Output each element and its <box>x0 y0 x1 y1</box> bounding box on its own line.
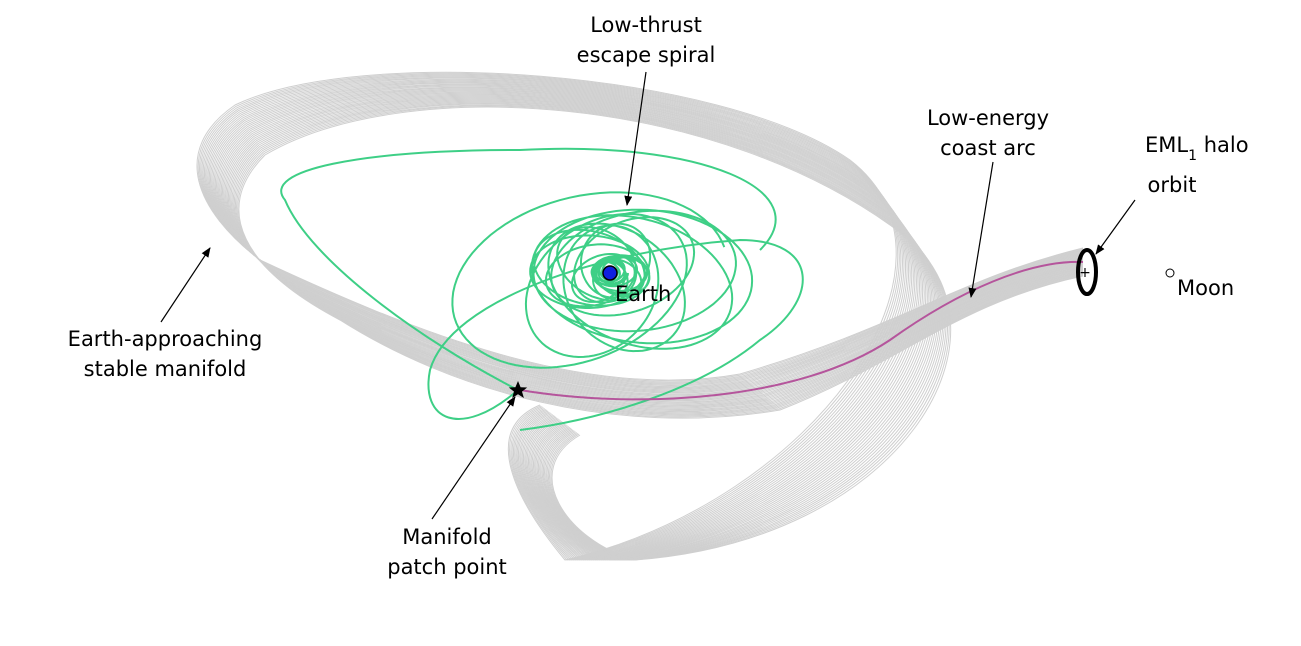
manifold-strand <box>217 88 1084 561</box>
manifold-strand <box>222 92 1084 561</box>
manifold-strand <box>231 100 1084 561</box>
manifold-strand <box>234 103 1084 561</box>
stable-manifold-tube <box>196 71 1084 561</box>
manifold-strand <box>232 101 1084 561</box>
manifold-strand <box>200 74 1084 561</box>
halo-arrow <box>1095 199 1136 255</box>
manifold-strand <box>201 75 1084 561</box>
manifold-strand <box>233 102 1084 561</box>
manifold-strand <box>220 91 1084 561</box>
manifold-strand <box>226 96 1084 561</box>
manifold-strand <box>216 87 1084 561</box>
patch-label-line2: patch point <box>387 555 507 579</box>
manifold-strand <box>212 84 1084 561</box>
manifold-strand <box>225 95 1084 561</box>
moon-label: Moon <box>1177 276 1234 300</box>
manifold-strand <box>213 85 1084 561</box>
manifold-strand <box>228 97 1084 561</box>
manifold-strand <box>236 104 1084 561</box>
manifold-label-line1: Earth-approaching <box>68 327 263 351</box>
halo-center-marker: + <box>1079 265 1091 281</box>
manifold-strand <box>208 81 1084 561</box>
manifold-strand <box>238 106 1084 561</box>
spiral-outer-loop <box>280 147 804 431</box>
manifold-strand <box>224 94 1084 561</box>
manifold-strand <box>211 83 1084 561</box>
manifold-strand <box>202 76 1084 561</box>
manifold-strand <box>230 99 1084 561</box>
halo-label-line1: EML1 halo <box>1145 133 1249 164</box>
manifold-label-line2: stable manifold <box>84 357 247 381</box>
manifold-strand <box>199 73 1084 561</box>
escape-spiral <box>280 147 804 431</box>
spiral-label-line2: escape spiral <box>577 43 716 67</box>
coast-label-line1: Low-energy <box>927 106 1049 130</box>
manifold-strand <box>205 78 1084 561</box>
halo-label-line2: orbit <box>1148 173 1197 197</box>
coast-label-line2: coast arc <box>940 136 1036 160</box>
patch-point-star <box>508 381 528 398</box>
manifold-strand <box>219 90 1084 561</box>
manifold-strand <box>223 93 1084 561</box>
manifold-strand <box>229 98 1084 561</box>
manifold-strand <box>196 71 1084 561</box>
earth-marker <box>602 265 618 281</box>
patch-label-line1: Manifold <box>402 525 492 549</box>
manifold-strand <box>218 89 1084 561</box>
earth-label: Earth <box>615 282 671 306</box>
spiral-label-line1: Low-thrust <box>590 13 702 37</box>
manifold-strand <box>210 82 1084 561</box>
moon-marker <box>1165 268 1175 278</box>
spiral-inner-loops <box>451 191 754 369</box>
halo-orbit <box>1076 248 1098 296</box>
manifold-strand <box>237 105 1084 561</box>
manifold-strand <box>206 79 1084 561</box>
coast-arc-path <box>519 260 1084 401</box>
coast-arrow <box>968 161 994 298</box>
manifold-strand <box>207 80 1084 561</box>
manifold-strand <box>197 72 1084 561</box>
patch-arrow <box>431 396 516 520</box>
spiral-arrow <box>624 71 647 206</box>
manifold-arrow <box>160 247 211 323</box>
manifold-strand <box>203 77 1084 561</box>
